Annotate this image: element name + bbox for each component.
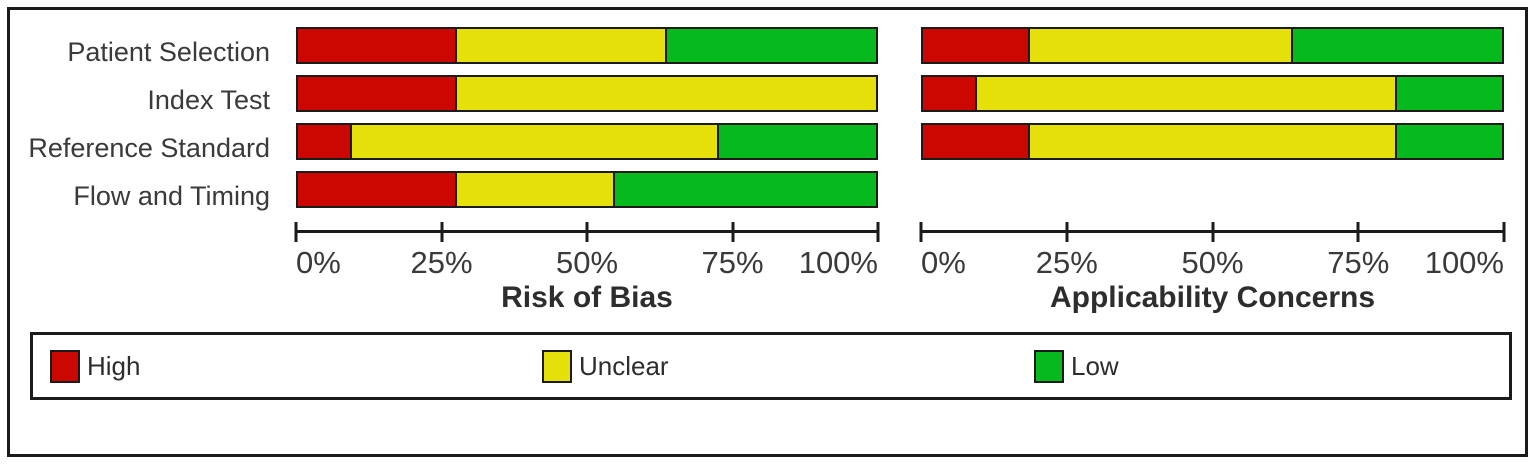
- legend-label-low: Low: [1071, 351, 1119, 381]
- bar-segment-unclear: [454, 29, 666, 62]
- bar-segment-low: [1395, 125, 1502, 158]
- tick-label: 100%: [798, 245, 878, 280]
- tick-label: 75%: [1327, 245, 1390, 280]
- low-risk-swatch: [1034, 349, 1064, 383]
- bar-segment-low: [613, 173, 876, 206]
- bar-segment-unclear: [454, 173, 614, 206]
- risk-of-bias-x-axis: [294, 222, 880, 242]
- bar-segment-high: [298, 125, 351, 158]
- applicability-concerns-x-axis: [919, 222, 1506, 242]
- unclear-risk-swatch: [542, 349, 572, 383]
- stacked-bar: [921, 123, 1504, 160]
- axis-tick: [919, 222, 923, 242]
- row-label-index-test: Index Test: [147, 85, 270, 115]
- tick-label: 25%: [1035, 245, 1098, 280]
- tick-label: 25%: [410, 245, 473, 280]
- applicability-concerns-tick-labels: 0% 25% 50% 75% 100%: [921, 246, 1504, 280]
- stacked-bar: [296, 75, 878, 112]
- stacked-bar: [296, 27, 878, 64]
- stacked-bar: [921, 27, 1504, 64]
- legend-label-unclear: Unclear: [579, 351, 669, 381]
- bar-segment-unclear: [350, 125, 718, 158]
- legend-item-high: High: [33, 349, 525, 383]
- risk-of-bias-chart: 0% 25% 50% 75% 100% Risk of Bias: [294, 27, 880, 317]
- bar-segment-low: [1395, 77, 1502, 110]
- tick-label: 75%: [701, 245, 764, 280]
- bar-segment-unclear: [455, 77, 876, 110]
- axis-tick: [876, 222, 880, 242]
- bar-segment-low: [717, 125, 876, 158]
- risk-of-bias-title: Risk of Bias: [501, 281, 673, 314]
- row-label-patient-selection: Patient Selection: [67, 37, 270, 67]
- tick-label: 0%: [296, 245, 341, 280]
- applicability-concerns-title: Applicability Concerns: [1049, 281, 1376, 314]
- legend-item-unclear: Unclear: [525, 349, 1017, 383]
- applicability-concerns-chart: 0% 25% 50% 75% 100% Applicability Concerns: [919, 27, 1506, 317]
- axis-tick: [440, 222, 443, 242]
- legend-item-low: Low: [1017, 349, 1509, 383]
- tick-label: 0%: [921, 245, 966, 280]
- legend-label-high: High: [87, 351, 141, 381]
- axis-tick: [585, 222, 589, 242]
- stacked-bar: [921, 75, 1504, 112]
- tick-label: 50%: [1181, 245, 1244, 280]
- axis-tick: [731, 222, 734, 242]
- bar-segment-low: [1290, 29, 1502, 62]
- tick-label: 100%: [1424, 245, 1504, 280]
- tick-label: 50%: [555, 245, 619, 280]
- bar-segment-high: [298, 77, 456, 110]
- axis-tick: [1211, 222, 1214, 242]
- bar-segment-high: [298, 173, 455, 206]
- row-label-reference-standard: Reference Standard: [28, 133, 270, 163]
- row-label-flow-and-timing: Flow and Timing: [73, 181, 270, 211]
- bar-segment-high: [923, 29, 1028, 62]
- bar-segment-high: [923, 77, 976, 110]
- bar-segment-low: [665, 29, 877, 62]
- stacked-bar: [296, 171, 878, 208]
- bar-segment-unclear: [1027, 125, 1396, 158]
- risk-of-bias-tick-labels: 0% 25% 50% 75% 100%: [296, 246, 878, 280]
- axis-tick: [1065, 222, 1069, 242]
- bar-segment-unclear: [1027, 29, 1291, 62]
- axis-tick: [1356, 222, 1360, 242]
- bar-segment-high: [923, 125, 1028, 158]
- high-risk-swatch: [50, 349, 80, 383]
- bar-segment-high: [298, 29, 455, 62]
- legend: High Unclear Low: [30, 332, 1512, 400]
- stacked-bar: [296, 123, 878, 160]
- bar-segment-unclear: [975, 77, 1396, 110]
- axis-tick: [1502, 222, 1506, 242]
- axis-tick: [294, 222, 298, 242]
- category-axis: Patient Selection Index Test Reference S…: [0, 27, 270, 235]
